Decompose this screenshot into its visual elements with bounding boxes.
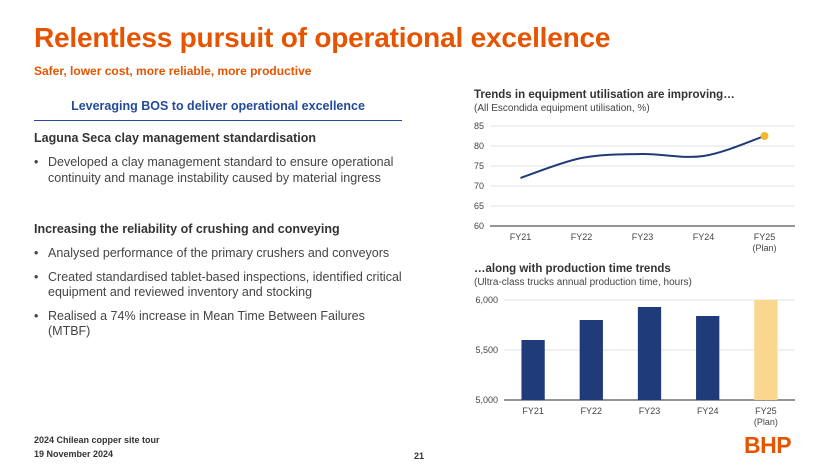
slide-subtitle: Safer, lower cost, more reliable, more p… <box>34 64 312 78</box>
bullet-item: Analysed performance of the primary crus… <box>34 246 404 262</box>
bullet-item: Developed a clay management standard to … <box>34 155 404 186</box>
x-tick-label: FY23 <box>632 232 654 242</box>
x-tick-label: FY21 <box>522 406 544 416</box>
line-chart-canvas: 85 80 75 70 65 60 FY21 FY22 FY23 FY24 FY25(Plan) <box>474 121 795 253</box>
x-tick-label: FY22 <box>581 406 603 416</box>
production-bar-chart: 6,000 5,500 5,000 FY21 FY22 FY23 FY24 FY25 (Plan… <box>460 290 800 430</box>
y-tick-label: 85 <box>474 121 484 131</box>
y-tick-label: 80 <box>474 141 484 151</box>
y-tick-label: 5,000 <box>475 395 498 405</box>
footer-event: 2024 Chilean copper site tour <box>34 435 160 445</box>
x-tick-sublabel: (Plan) <box>752 243 776 253</box>
plan-point-marker <box>760 132 769 140</box>
x-tick-sublabel: (Plan) <box>754 417 778 427</box>
page-number: 21 <box>414 451 425 461</box>
left-panel-header: Leveraging BOS to deliver operational ex… <box>71 99 365 113</box>
y-tick-label: 6,000 <box>475 295 498 305</box>
x-tick-label: FY25 <box>754 232 776 242</box>
bar-fy23 <box>637 307 662 400</box>
bar-chart-subtitle: (Ultra-class trucks annual production ti… <box>474 277 692 288</box>
bhp-logo: BHP <box>744 432 792 458</box>
header-divider <box>34 120 402 121</box>
section-heading-crushing: Increasing the reliability of crushing a… <box>34 222 340 236</box>
y-tick-label: 60 <box>474 221 484 231</box>
bar-chart-title: …along with production time trends <box>474 263 671 275</box>
utilisation-series-line <box>520 135 765 179</box>
bar-fy24 <box>696 316 720 400</box>
bar-fy25 <box>754 300 778 400</box>
x-tick-label: FY23 <box>639 406 661 416</box>
y-tick-label: 70 <box>474 181 484 191</box>
x-tick-label: FY24 <box>693 232 715 242</box>
x-tick-label: FY24 <box>697 406 719 416</box>
x-tick-label: FY25 <box>755 406 777 416</box>
utilisation-line-chart: 85 80 75 70 65 60 FY21 FY22 FY23 FY24 FY25 (Plan) <box>460 116 800 256</box>
bullet-item: Created standardised tablet-based inspec… <box>34 270 404 301</box>
bar-chart-canvas: 6,000 5,500 5,000 FY21 FY22 FY23 FY24 FY25(Plan… <box>475 295 795 427</box>
x-tick-label: FY21 <box>510 232 532 242</box>
x-tick-label: FY22 <box>571 232 593 242</box>
bullet-list-clay: Developed a clay management standard to … <box>34 155 404 194</box>
bullet-list-crushing: Analysed performance of the primary crus… <box>34 246 404 348</box>
y-tick-label: 65 <box>474 201 484 211</box>
line-chart-title: Trends in equipment utilisation are impr… <box>474 89 735 101</box>
y-tick-label: 75 <box>474 161 484 171</box>
bar-fy22 <box>579 320 603 400</box>
bar-fy21 <box>521 340 545 400</box>
line-chart-subtitle: (All Escondida equipment utilisation, %) <box>474 103 650 114</box>
y-tick-label: 5,500 <box>475 345 498 355</box>
slide-title: Relentless pursuit of operational excell… <box>34 22 611 53</box>
section-heading-clay: Laguna Seca clay management standardisat… <box>34 131 317 145</box>
footer-date: 19 November 2024 <box>34 449 114 459</box>
bullet-item: Realised a 74% increase in Mean Time Bet… <box>34 309 404 340</box>
